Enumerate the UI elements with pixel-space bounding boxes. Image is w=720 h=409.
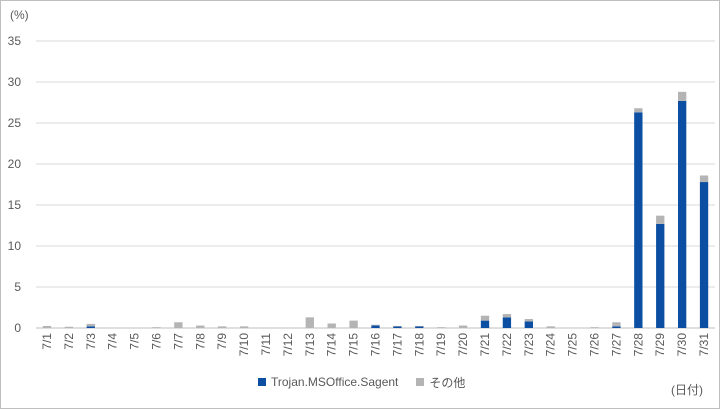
- y-tick-label: 5: [14, 280, 21, 294]
- x-tick-label: 7/5: [128, 333, 142, 350]
- x-axis-unit-label: (日付): [671, 383, 703, 397]
- x-tick-label: 7/28: [631, 333, 645, 357]
- bar-other: [327, 323, 336, 328]
- bar-sagent: [86, 326, 95, 328]
- x-tick-label: 7/10: [237, 333, 251, 357]
- bar-sagent: [371, 325, 380, 328]
- x-tick-label: 7/8: [193, 333, 207, 350]
- y-tick-label: 15: [8, 198, 22, 212]
- bar-other: [239, 326, 249, 328]
- x-tick-label: 7/11: [259, 333, 273, 356]
- bars: [42, 91, 709, 328]
- bar-other: [371, 324, 380, 326]
- bar-other: [305, 317, 314, 328]
- x-tick-label: 7/23: [522, 333, 536, 357]
- y-tick-label: 0: [14, 321, 21, 335]
- grid-lines: [36, 40, 715, 329]
- bar-other: [86, 323, 95, 327]
- x-tick-label: 7/21: [478, 333, 492, 357]
- bar-other: [415, 325, 424, 327]
- bar-sagent: [612, 326, 621, 328]
- x-tick-label: 7/29: [653, 333, 667, 357]
- x-tick-label: 7/30: [675, 333, 689, 357]
- bar-other: [196, 325, 205, 328]
- x-tick-label: 7/16: [369, 333, 383, 357]
- bar-other: [677, 91, 687, 101]
- legend-label-other: その他: [429, 375, 466, 390]
- bar-other: [42, 325, 52, 328]
- bar-other: [393, 325, 402, 327]
- x-tick-label: 7/22: [500, 333, 514, 357]
- bar-sagent: [502, 317, 512, 328]
- x-tick-label: 7/26: [588, 333, 602, 357]
- x-tick-label: 7/14: [325, 333, 339, 357]
- x-tick-label: 7/24: [544, 333, 558, 357]
- bar-other: [218, 326, 227, 328]
- bar-other: [152, 327, 161, 328]
- y-tick-label: 35: [8, 34, 22, 48]
- bar-other: [612, 322, 621, 327]
- bar-other: [634, 108, 643, 113]
- legend-item-other: その他: [416, 374, 465, 391]
- x-tick-label: 7/4: [106, 333, 120, 350]
- bar-other: [64, 326, 74, 328]
- legend: Trojan.MSOffice.Sagent その他: [258, 374, 483, 390]
- x-tick-label: 7/13: [303, 333, 317, 357]
- bar-other: [590, 327, 599, 328]
- x-tick-label: 7/20: [456, 333, 470, 357]
- bar-other: [656, 215, 665, 224]
- legend-item-sagent: Trojan.MSOffice.Sagent: [258, 375, 398, 389]
- bar-sagent: [415, 326, 424, 328]
- bar-other: [502, 314, 512, 318]
- x-tick-label: 7/3: [84, 333, 98, 350]
- bar-other: [546, 326, 555, 328]
- legend-label-sagent: Trojan.MSOffice.Sagent: [271, 375, 399, 389]
- legend-swatch-sagent: [258, 378, 266, 386]
- y-tick-label: 20: [8, 157, 22, 171]
- x-tick-label: 7/2: [62, 333, 76, 350]
- y-tick-label: 25: [8, 116, 22, 130]
- x-tick-label: 7/17: [390, 333, 404, 357]
- x-tick-label: 7/1: [40, 333, 54, 350]
- x-tick-label: 7/6: [149, 333, 163, 350]
- y-axis-unit-label: (%): [10, 8, 29, 22]
- x-tick-label: 7/25: [566, 333, 580, 357]
- y-tick-label: 10: [8, 239, 22, 253]
- y-tick-label: 30: [8, 75, 22, 89]
- bar-other: [458, 325, 468, 328]
- bar-other: [349, 320, 358, 328]
- bar-other: [437, 327, 446, 328]
- y-tick-labels: 0 5 10 15 20 25 30 35: [8, 34, 22, 335]
- bar-other: [699, 175, 709, 183]
- legend-swatch-other: [416, 378, 425, 386]
- x-tick-label: 7/31: [697, 333, 711, 357]
- bar-sagent: [393, 326, 402, 328]
- bar-other: [524, 318, 533, 322]
- bar-sagent: [656, 223, 665, 328]
- x-tick-label: 7/12: [281, 333, 295, 357]
- x-tick-label: 7/7: [171, 333, 185, 350]
- bar-sagent: [480, 320, 490, 328]
- x-tick-label: 7/18: [412, 333, 426, 357]
- x-tick-labels: 7/1 7/2 7/3 7/4 7/5 7/6 7/7 7/8 7/9 7/10 7/11 7/12 7…: [40, 333, 711, 357]
- bar-sagent: [634, 112, 643, 328]
- x-tick-label: 7/15: [347, 333, 361, 357]
- x-tick-label: 7/19: [434, 333, 448, 357]
- bar-other: [174, 322, 183, 328]
- bar-sagent: [677, 100, 687, 328]
- x-tick-label: 7/9: [215, 333, 229, 350]
- bar-sagent: [524, 321, 533, 328]
- x-tick-label: 7/27: [609, 333, 623, 357]
- bar-sagent: [699, 182, 709, 328]
- bar-other: [480, 315, 490, 321]
